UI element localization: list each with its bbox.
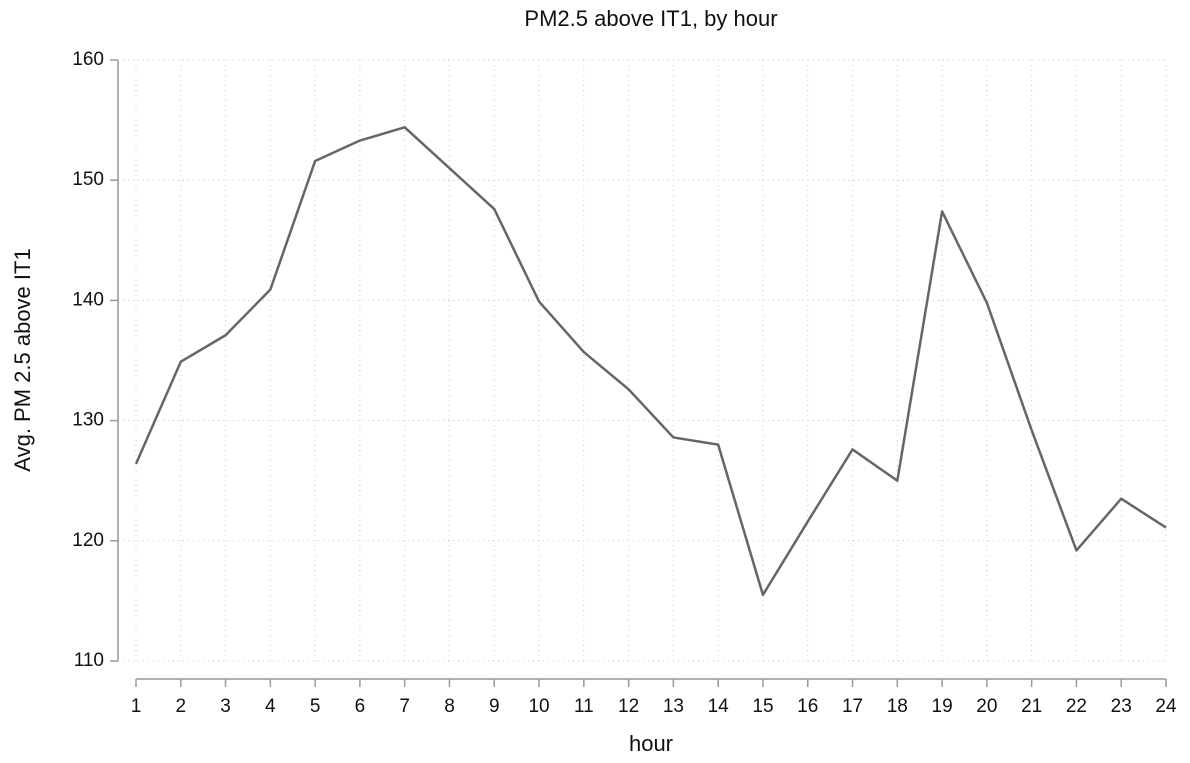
x-tick-label: 5: [310, 696, 321, 717]
x-tick-label: 8: [444, 696, 455, 717]
y-tick-label: 150: [72, 169, 104, 190]
x-tick-label: 3: [220, 696, 231, 717]
x-tick-label: 11: [574, 696, 594, 717]
y-axis-label: Avg. PM 2.5 above IT1: [10, 248, 35, 471]
x-tick-label: 18: [887, 696, 908, 717]
y-tick-label: 120: [72, 530, 104, 551]
y-tick-label: 160: [72, 49, 104, 70]
chart-title: PM2.5 above IT1, by hour: [524, 6, 777, 31]
x-tick-label: 19: [932, 696, 953, 717]
x-tick-label: 20: [976, 696, 997, 717]
x-tick-label: 21: [1021, 696, 1042, 717]
x-tick-label: 4: [265, 696, 276, 717]
x-tick-label: 12: [618, 696, 639, 717]
x-tick-label: 23: [1111, 696, 1132, 717]
x-tick-label: 9: [489, 696, 500, 717]
x-tick-label: 16: [797, 696, 818, 717]
x-tick-label: 15: [752, 696, 773, 717]
x-tick-label: 13: [663, 696, 684, 717]
x-tick-label: 2: [175, 696, 186, 717]
x-tick-label: 17: [842, 696, 863, 717]
y-tick-label: 130: [72, 410, 104, 431]
x-tick-label: 24: [1155, 696, 1177, 717]
x-tick-label: 14: [708, 696, 730, 717]
y-tick-label: 110: [74, 650, 104, 671]
x-tick-label: 7: [399, 696, 410, 717]
x-tick-label: 1: [131, 696, 142, 717]
y-tick-label: 140: [72, 289, 104, 310]
x-axis-label: hour: [629, 731, 673, 756]
x-tick-label: 6: [355, 696, 366, 717]
x-tick-label: 22: [1066, 696, 1087, 717]
x-tick-label: 10: [528, 696, 549, 717]
data-line: [134, 126, 1167, 597]
